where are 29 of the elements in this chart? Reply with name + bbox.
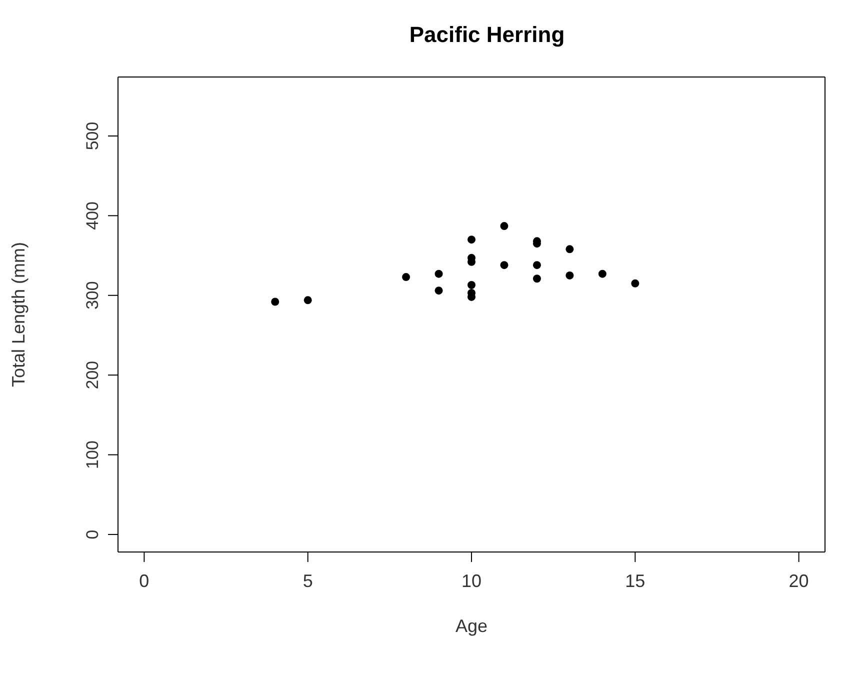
point [532,261,541,270]
y-axis-title: Total Length (mm) [8,242,28,388]
point [468,281,476,290]
point [500,222,508,230]
x-tick-label: 15 [625,570,646,591]
point [434,286,443,295]
point [500,261,508,270]
point [532,274,541,283]
y-tick-label: 100 [83,440,102,469]
x-tick-label: 5 [302,570,313,591]
x-tick-label: 20 [788,570,809,591]
x-tick-label: 0 [139,570,150,591]
point [271,298,280,306]
point [566,271,574,280]
point [566,245,574,254]
y-tick-label: 0 [83,530,102,540]
x-axis-title: Age [455,616,488,636]
point [631,279,640,288]
point [402,273,410,282]
point [434,270,443,278]
point [468,236,476,244]
x-tick-label: 10 [461,570,482,591]
y-tick-label: 200 [83,360,102,390]
y-tick-label: 500 [83,122,102,150]
point [598,270,606,278]
chart-title: Pacific Herring [408,22,566,49]
y-tick-label: 400 [83,201,102,230]
y-tick-label: 300 [83,281,102,310]
point [304,296,312,304]
